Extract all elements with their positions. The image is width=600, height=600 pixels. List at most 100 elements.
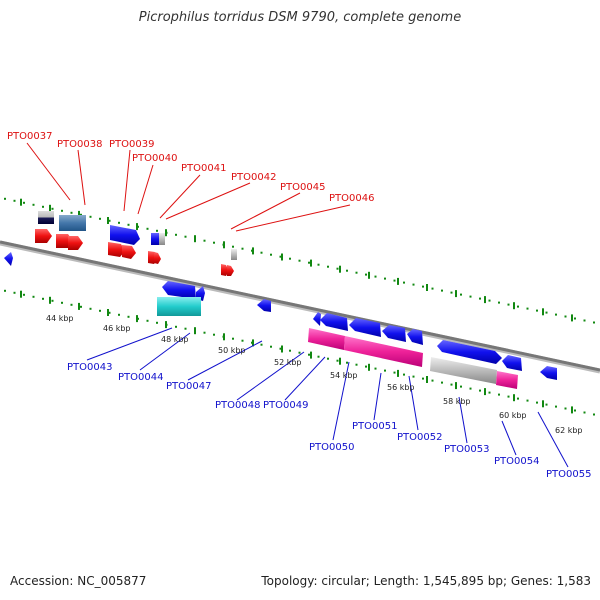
- tick-dot: [412, 375, 415, 378]
- tick-dot: [555, 313, 557, 316]
- tick-dot: [365, 273, 367, 276]
- tick-dot: [355, 363, 358, 366]
- tick-dot: [355, 271, 358, 274]
- tick-dot: [241, 247, 244, 250]
- gene-arrow: [35, 229, 52, 243]
- gene-label-pto0045: PTO0045: [280, 182, 325, 193]
- gene-arrow: [540, 366, 557, 380]
- gene-label-pto0048: PTO0048: [215, 400, 260, 411]
- scale-label: 56 kbp: [387, 383, 415, 392]
- tick-mark: [165, 229, 167, 237]
- gene-arrow: [227, 265, 234, 276]
- gene-feature: [231, 249, 237, 260]
- tick-dot: [298, 259, 301, 262]
- tick-dot: [13, 199, 16, 202]
- tick-dot: [583, 319, 586, 322]
- tick-mark: [339, 357, 341, 365]
- scale-labels: 44 kbp 46 kbp 48 kbp 50 kbp 52 kbp 54 kb…: [46, 314, 583, 435]
- leader-line-pto0044: [139, 332, 191, 371]
- tick-dot: [593, 413, 595, 416]
- tick-dot: [327, 265, 329, 268]
- tick-dot: [365, 365, 367, 368]
- tick-mark: [368, 363, 370, 371]
- tick-dot: [32, 295, 35, 298]
- leader-line-pto0042: [165, 182, 251, 220]
- tick-dot: [184, 235, 187, 238]
- tick-dot: [469, 295, 472, 298]
- gene-arrow: [154, 252, 161, 264]
- tick-dot: [564, 407, 567, 410]
- leader-line-pto0041: [159, 174, 201, 219]
- lower-strand-genes: [4, 252, 557, 389]
- tick-dot: [479, 297, 481, 300]
- gene-feature: [496, 371, 518, 389]
- tick-mark: [281, 345, 283, 353]
- tick-dot: [488, 299, 491, 302]
- gene-arrow: [382, 325, 406, 342]
- tick-mark: [165, 321, 167, 329]
- tick-mark: [455, 382, 457, 390]
- tick-mark: [426, 284, 428, 291]
- gene-feature: [308, 328, 345, 350]
- tick-dot: [450, 383, 453, 386]
- tick-dot: [469, 387, 472, 390]
- gene-label-pto0044: PTO0044: [118, 372, 163, 383]
- accession-text: Accession: NC_005877: [10, 574, 147, 588]
- gene-arrow: [110, 225, 140, 245]
- topology-text: Topology: circular; Length: 1,545,895 bp…: [261, 574, 591, 588]
- tick-mark: [223, 333, 225, 341]
- tick-dot: [80, 213, 82, 216]
- tick-dot: [23, 201, 25, 204]
- tick-dot: [346, 269, 348, 272]
- gene-label-pto0051: PTO0051: [352, 421, 397, 432]
- scale-label: 44 kbp: [46, 314, 74, 323]
- tick-dot: [574, 317, 576, 320]
- tick-dot: [279, 347, 282, 350]
- tick-dot: [536, 401, 538, 404]
- gene-feature: [159, 233, 165, 245]
- leader-line-pto0052: [408, 375, 419, 431]
- lower-tick-row: [4, 289, 595, 416]
- tick-dot: [336, 267, 339, 270]
- tick-dot: [308, 353, 310, 356]
- map-title: Picrophilus torridus DSM 9790, complete …: [138, 10, 462, 25]
- gene-label-pto0055: PTO0055: [546, 469, 591, 480]
- upper-tick-row: [4, 197, 595, 324]
- tick-mark: [107, 309, 109, 316]
- tick-dot: [61, 209, 63, 212]
- gene-label-pto0039: PTO0039: [109, 139, 154, 150]
- tick-dot: [555, 405, 557, 408]
- scale-label: 48 kbp: [161, 335, 189, 344]
- tick-dot: [545, 311, 548, 314]
- scale-label: 58 kbp: [443, 397, 471, 406]
- tick-mark: [194, 235, 196, 243]
- tick-dot: [327, 357, 329, 360]
- tick-mark: [513, 302, 515, 310]
- upper-gene-labels: PTO0037 PTO0038 PTO0039 PTO0040 PTO0041 …: [7, 131, 374, 204]
- leader-line-pto0037: [26, 142, 71, 201]
- tick-dot: [384, 277, 386, 280]
- leader-line-pto0050: [332, 361, 350, 441]
- tick-dot: [232, 245, 234, 248]
- tick-dot: [460, 385, 462, 388]
- gene-label-pto0037: PTO0037: [7, 131, 52, 142]
- tick-dot: [260, 343, 263, 346]
- gene-label-pto0050: PTO0050: [309, 442, 354, 453]
- tick-dot: [583, 411, 586, 414]
- gene-label-pto0047: PTO0047: [166, 381, 211, 392]
- scale-label: 62 kbp: [555, 426, 583, 435]
- tick-mark: [223, 241, 225, 249]
- tick-dot: [289, 257, 291, 260]
- tick-dot: [441, 381, 443, 384]
- tick-dot: [564, 315, 567, 318]
- scale-label: 46 kbp: [103, 324, 131, 333]
- tick-mark: [455, 290, 457, 298]
- tick-dot: [317, 355, 320, 358]
- tick-dot: [507, 395, 510, 398]
- tick-dot: [89, 307, 92, 310]
- gene-label-pto0043: PTO0043: [67, 362, 112, 373]
- tick-dot: [108, 219, 111, 222]
- tick-dot: [156, 229, 158, 232]
- tick-dot: [127, 223, 130, 226]
